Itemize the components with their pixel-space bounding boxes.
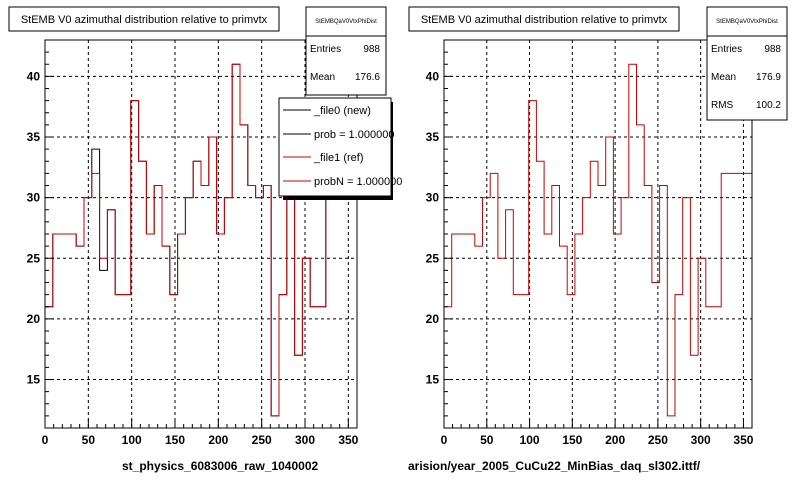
right-entries-value: 988 bbox=[764, 44, 781, 55]
y-tick-label: 35 bbox=[426, 130, 440, 144]
x-tick-label: 0 bbox=[42, 433, 49, 447]
left-title-box bbox=[8, 6, 280, 32]
legend-label-probn: probN = 1.000000 bbox=[314, 176, 402, 188]
right-rms-label: RMS bbox=[711, 100, 734, 111]
right-grid bbox=[444, 40, 752, 428]
x-tick-label: 200 bbox=[208, 433, 228, 447]
left-stats-header: StEMBQaV0VtxPhiDist bbox=[315, 19, 377, 25]
y-tick-label: 40 bbox=[27, 69, 41, 83]
right-histogram-panel: 0 50 100 150 200 250 300 350 15 20 25 30 35 40 StEMB… bbox=[408, 6, 788, 473]
legend-box bbox=[278, 97, 392, 197]
left-histogram-panel: 0 50 100 150 200 250 300 350 15 20 25 30 35 40 StEMB… bbox=[8, 6, 402, 473]
x-tick-label: 50 bbox=[480, 433, 494, 447]
left-mean-value: 176.6 bbox=[355, 72, 380, 83]
right-title-box bbox=[408, 6, 680, 32]
left-footer: st_physics_6083006_raw_1040002 bbox=[122, 459, 318, 473]
y-tick-label: 25 bbox=[426, 251, 440, 265]
y-tick-label: 15 bbox=[27, 373, 41, 387]
x-tick-label: 0 bbox=[441, 433, 448, 447]
x-tick-label: 150 bbox=[562, 433, 582, 447]
x-tick-label: 300 bbox=[295, 433, 315, 447]
x-tick-label: 100 bbox=[520, 433, 540, 447]
histogram-series-series bbox=[443, 63, 752, 428]
right-stats-header: StEMBQaV0VtxPhiDist bbox=[716, 19, 778, 25]
right-x-ticks: 0 50 100 150 200 250 300 350 bbox=[441, 419, 754, 447]
y-tick-label: 30 bbox=[426, 191, 440, 205]
right-frame bbox=[443, 39, 753, 429]
y-tick-label: 30 bbox=[27, 191, 41, 205]
x-tick-label: 300 bbox=[691, 433, 711, 447]
x-tick-label: 150 bbox=[165, 433, 185, 447]
y-tick-label: 15 bbox=[426, 373, 440, 387]
right-y-ticks: 15 20 25 30 35 40 bbox=[426, 39, 453, 429]
x-tick-label: 350 bbox=[338, 433, 358, 447]
y-tick-label: 35 bbox=[27, 130, 41, 144]
left-entries-value: 988 bbox=[363, 44, 380, 55]
right-entries-label: Entries bbox=[711, 44, 742, 55]
right-stats-box bbox=[706, 6, 788, 121]
right-series bbox=[443, 63, 752, 428]
x-tick-label: 100 bbox=[122, 433, 142, 447]
left-title: StEMB V0 azimuthal distribution relative… bbox=[21, 14, 268, 26]
left-x-ticks: 0 50 100 150 200 250 300 350 bbox=[42, 419, 359, 447]
legend-label-prob: prob = 1.000000 bbox=[314, 129, 394, 141]
right-mean-label: Mean bbox=[711, 72, 736, 83]
right-footer: arision/year_2005_CuCu22_MinBias_daq_sl3… bbox=[408, 459, 701, 473]
y-tick-label: 40 bbox=[426, 69, 440, 83]
right-title: StEMB V0 azimuthal distribution relative… bbox=[421, 14, 668, 26]
left-stats-box bbox=[305, 6, 387, 96]
left-mean-label: Mean bbox=[310, 72, 335, 83]
legend-label-new: _file0 (new) bbox=[313, 105, 371, 117]
x-tick-label: 350 bbox=[733, 433, 753, 447]
y-tick-label: 25 bbox=[27, 251, 41, 265]
right-rms-value: 100.2 bbox=[756, 100, 781, 111]
y-tick-label: 20 bbox=[426, 312, 440, 326]
x-tick-label: 50 bbox=[82, 433, 96, 447]
x-tick-label: 250 bbox=[252, 433, 272, 447]
y-tick-label: 20 bbox=[27, 312, 41, 326]
left-y-ticks: 15 20 25 30 35 40 bbox=[27, 39, 54, 429]
left-entries-label: Entries bbox=[310, 44, 341, 55]
x-tick-label: 200 bbox=[605, 433, 625, 447]
right-mean-value: 176.9 bbox=[756, 72, 781, 83]
x-tick-label: 250 bbox=[648, 433, 668, 447]
legend-label-ref: _file1 (ref) bbox=[313, 152, 364, 164]
